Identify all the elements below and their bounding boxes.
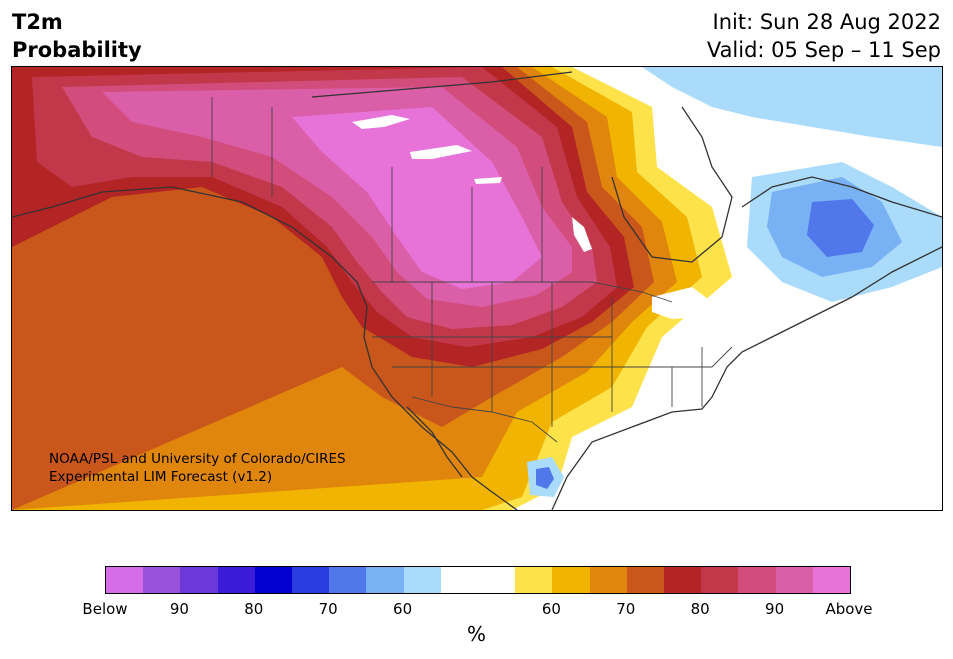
forecast-map: NOAA/PSL and University of Colorado/CIRE… xyxy=(11,66,943,511)
colorbar-tick-label: 60 xyxy=(541,600,561,618)
state-province-borders xyxy=(211,97,733,443)
colorbar-tick-labels: Below 90 80 70 60 60 70 80 90 Above xyxy=(82,600,872,618)
colorbar-tick-label: 80 xyxy=(690,600,710,618)
colorbar-segment xyxy=(515,567,553,593)
colorbar-tick-label: Above xyxy=(825,600,873,618)
colorbar-segment xyxy=(738,567,776,593)
valid-date: Valid: 05 Sep – 11 Sep xyxy=(706,38,941,62)
contour-cool-70-mexico xyxy=(536,467,554,489)
labrador-coast xyxy=(741,176,942,218)
us-canada-border xyxy=(372,281,673,303)
colorbar-segment xyxy=(366,567,404,593)
colorbar-tick-label: 90 xyxy=(169,600,189,618)
contour-cool-60-north xyxy=(642,67,942,147)
arctic-coast xyxy=(311,71,573,98)
colorbar-tick-label: 70 xyxy=(318,600,338,618)
colorbar-segment xyxy=(478,567,516,593)
colorbar-segment xyxy=(403,567,441,593)
colorbar-tick-label: 60 xyxy=(393,600,413,618)
colorbar-segment xyxy=(292,567,330,593)
contour-warm-above xyxy=(292,107,542,289)
baja-california xyxy=(406,406,463,478)
credit-line-2: Experimental LIM Forecast (v1.2) xyxy=(49,469,273,485)
colorbar-segment xyxy=(812,567,851,593)
forecast-dates: Init: Sun 28 Aug 2022 Valid: 05 Sep – 11… xyxy=(707,8,941,64)
credit-line-1: NOAA/PSL and University of Colorado/CIRE… xyxy=(49,451,346,467)
probability-colorbar xyxy=(105,566,851,594)
colorbar-segment xyxy=(329,567,367,593)
lake-winnipeg xyxy=(572,217,592,252)
title-variable: T2m xyxy=(12,10,63,34)
colorbar-segment xyxy=(552,567,590,593)
lakes xyxy=(352,115,712,319)
great-lakes xyxy=(652,287,712,319)
map-canvas xyxy=(12,67,942,510)
colorbar-segment xyxy=(664,567,702,593)
title-type: Probability xyxy=(12,38,142,62)
warm-anomaly-field xyxy=(12,67,732,510)
colorbar-segment xyxy=(775,567,813,593)
colorbar-segment xyxy=(217,567,255,593)
colorbar-segment xyxy=(440,567,479,593)
coastlines xyxy=(12,71,942,510)
pacific-coast xyxy=(12,186,518,510)
gulf-coast xyxy=(551,246,942,510)
init-date: Init: Sun 28 Aug 2022 xyxy=(712,10,941,34)
great-bear-lake xyxy=(352,115,410,129)
colorbar-segment xyxy=(143,567,181,593)
colorbar-segment xyxy=(626,567,665,593)
hudson-bay xyxy=(611,106,733,263)
contour-cool-80-east xyxy=(807,199,874,257)
colorbar-tick-label: Below xyxy=(82,600,128,618)
colorbar-unit: % xyxy=(466,622,486,646)
map-title: T2m Probability xyxy=(12,8,142,64)
cool-anomaly-field xyxy=(527,67,942,497)
colorbar-segment xyxy=(180,567,218,593)
colorbar-tick-label: 80 xyxy=(244,600,264,618)
great-slave-lake xyxy=(410,145,472,159)
credit-text: NOAA/PSL and University of Colorado/CIRE… xyxy=(49,450,346,486)
colorbar-segment xyxy=(254,567,293,593)
colorbar-segment xyxy=(701,567,739,593)
colorbar-segment xyxy=(106,567,144,593)
lake-athabasca xyxy=(474,177,502,184)
colorbar-tick-label: 70 xyxy=(616,600,636,618)
colorbar-tick-label: 90 xyxy=(765,600,785,618)
colorbar-segment xyxy=(589,567,627,593)
